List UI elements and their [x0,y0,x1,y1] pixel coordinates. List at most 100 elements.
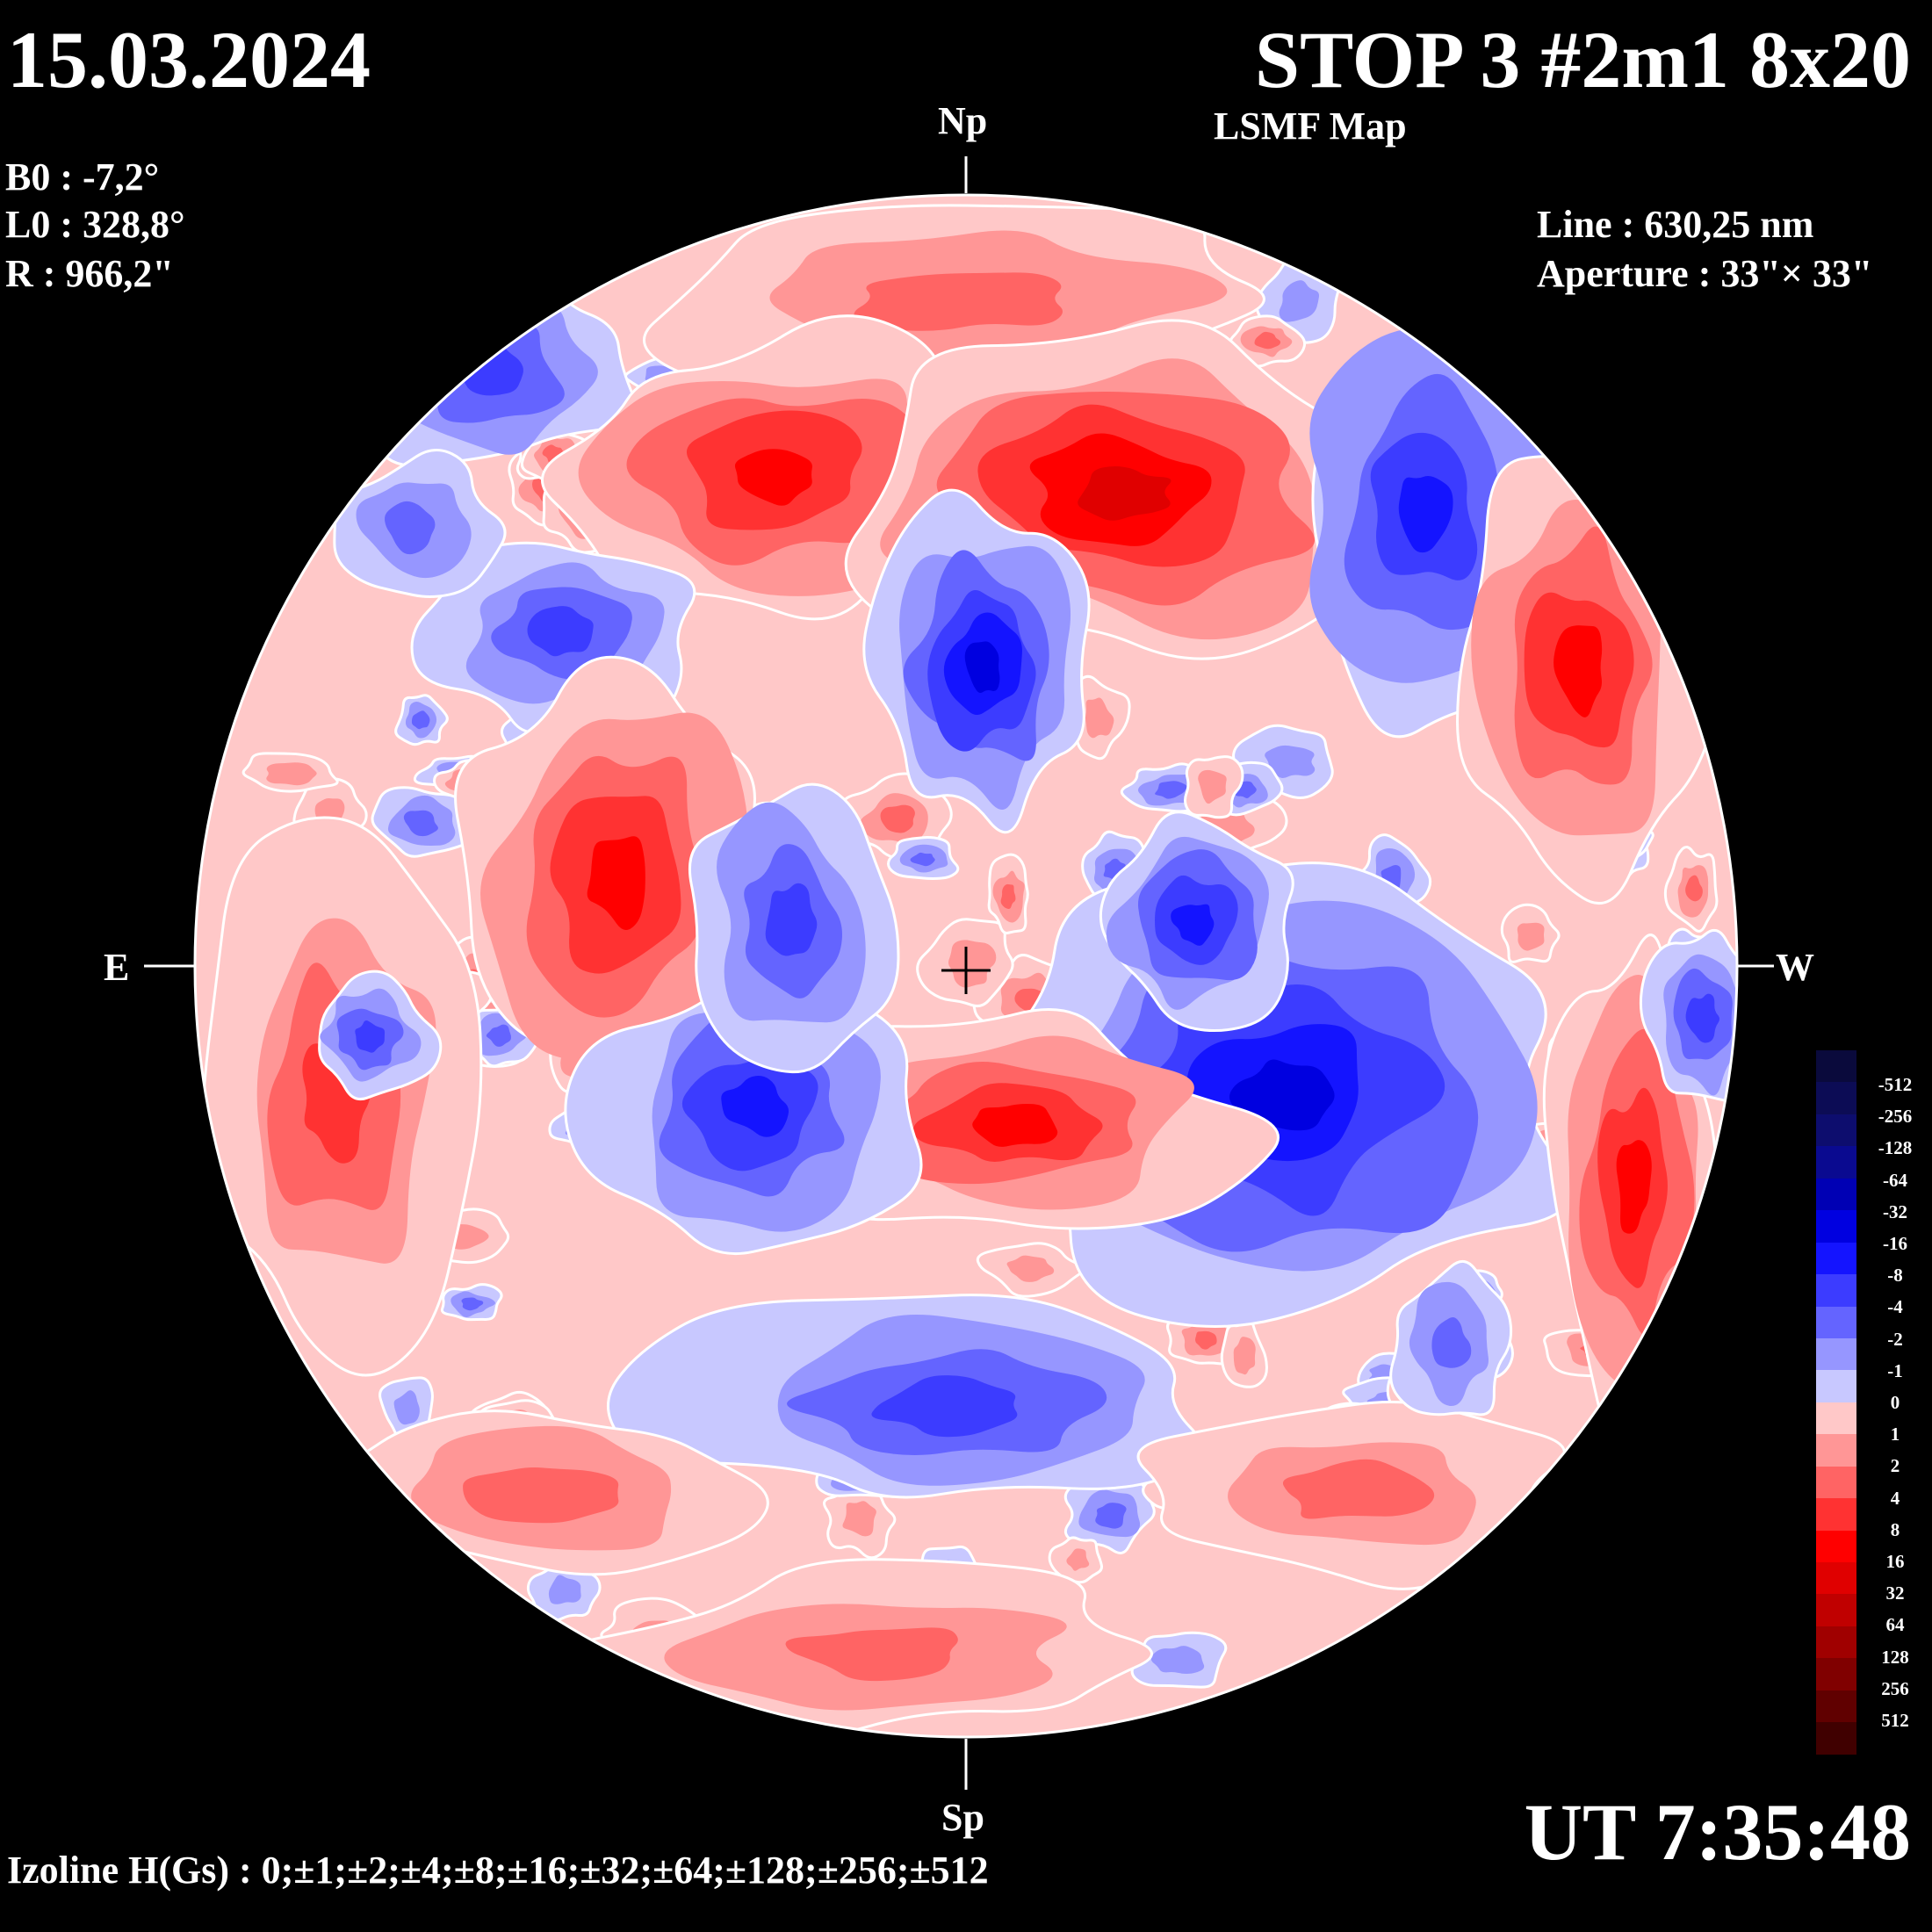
color-scale-cell [1816,1690,1856,1723]
color-scale-cell [1816,1306,1856,1338]
field-contour [1233,1337,1256,1375]
color-scale-label: 1 [1890,1424,1900,1445]
axis-ticks [144,156,1774,1790]
field-contour [548,1575,581,1604]
color-scale-label: -64 [1883,1169,1907,1191]
param-l0: L0 : 328,8° [5,203,185,246]
field-contour [587,836,645,930]
color-scale-cell [1816,1274,1856,1307]
color-scale-cell [1816,1370,1856,1402]
solar-disk [195,195,1737,1737]
field-contour [1171,904,1215,946]
field-contour [1254,331,1281,350]
east-label: E [104,946,130,989]
field-contour [1000,883,1016,910]
field-contour [880,804,915,833]
field-contour [403,810,439,837]
color-scale-label: 128 [1881,1646,1909,1668]
field-contour [355,1020,386,1053]
izoline-levels: Izoline H(Gs) : 0;±1;±2;±4;±8;±16;±32;±6… [7,1849,989,1892]
field-contour [1398,475,1453,553]
color-scale-cell [1816,1594,1856,1626]
field-contour [461,1297,484,1311]
color-scale-bar [1816,1050,1856,1755]
color-scale-cell [1816,1562,1856,1595]
color-scale-cell [1816,1626,1856,1659]
color-scale-cell [1816,1337,1856,1371]
color-scale-label: -2 [1887,1328,1903,1350]
field-contour [527,606,594,657]
field-contour [734,449,812,506]
field-contour [972,1103,1058,1147]
field-contour [1066,1548,1090,1571]
field-contour [1279,280,1320,322]
color-scale-label: -128 [1878,1137,1913,1159]
field-contour [854,272,1063,331]
field-contour [1554,625,1603,717]
color-scale-label: -16 [1883,1233,1907,1254]
field-contour [765,883,818,956]
spectral-line: Line : 630,25 nm [1537,203,1814,246]
color-scale-cell [1816,1530,1856,1562]
color-scale-label: 32 [1885,1582,1905,1604]
color-scale-cell [1816,1146,1856,1179]
field-contour [1685,993,1720,1043]
field-contour [411,710,430,730]
color-scale-label: -32 [1883,1200,1907,1222]
field-contour [1265,745,1316,778]
field-contour [842,1501,876,1537]
color-scale-label: 256 [1881,1677,1909,1699]
param-r: R : 966,2" [5,252,174,295]
observation-date: 15.03.2024 [7,15,371,105]
color-scale-cell [1816,1242,1856,1275]
field-contour [1195,1330,1217,1350]
color-scale-cell [1816,1114,1856,1147]
color-scale-label: 4 [1890,1487,1900,1509]
south-pole-label: Sp [941,1796,984,1839]
color-scale-label: 64 [1885,1614,1905,1636]
field-contour [948,940,997,988]
field-contour [1150,1646,1205,1674]
color-scale-label: -4 [1887,1296,1903,1318]
map-title: STOP 3 #2m1 8x20 [1254,15,1911,105]
color-scale-label: -256 [1878,1106,1913,1128]
field-contour [1078,466,1171,521]
field-contour [1282,1459,1435,1519]
field-contour [785,1627,958,1682]
field-contour [486,1024,511,1047]
field-contour [1229,1059,1335,1131]
universal-time: UT 7:35:48 [1524,1787,1911,1877]
field-contour [1198,769,1227,804]
color-scale-label: 8 [1890,1518,1900,1540]
field-contour [871,1375,1018,1438]
color-scale-cell [1816,1498,1856,1531]
color-scale-label: 2 [1890,1455,1900,1477]
field-contour [1095,1503,1127,1529]
field-contour [1085,697,1114,739]
west-label: W [1776,946,1814,989]
field-contour [266,762,317,786]
color-scale-label: 512 [1881,1710,1909,1731]
color-scale-cell [1816,1658,1856,1690]
color-scale-cell [1816,1050,1856,1083]
color-scale-cell [1816,1722,1856,1755]
field-contour [1616,1140,1652,1234]
field-contour [1431,1316,1472,1368]
north-pole-label: Np [938,99,988,142]
field-contour [1155,781,1187,799]
field-contour [964,641,1000,694]
field-contour [1006,1255,1055,1282]
color-scale-cell [1816,1210,1856,1243]
color-scale-label: 16 [1885,1551,1905,1572]
field-contour [910,852,935,867]
field-contour [393,1390,420,1425]
color-scale-cell [1816,1178,1856,1211]
color-scale-cell [1816,1082,1856,1114]
color-scale-cell [1816,1402,1856,1435]
field-contour [1517,922,1545,951]
color-scale-label: 0 [1890,1392,1900,1413]
field-contour [384,501,436,555]
map-subtitle: LSMF Map [1214,105,1407,148]
color-scale-label: -512 [1878,1074,1913,1095]
